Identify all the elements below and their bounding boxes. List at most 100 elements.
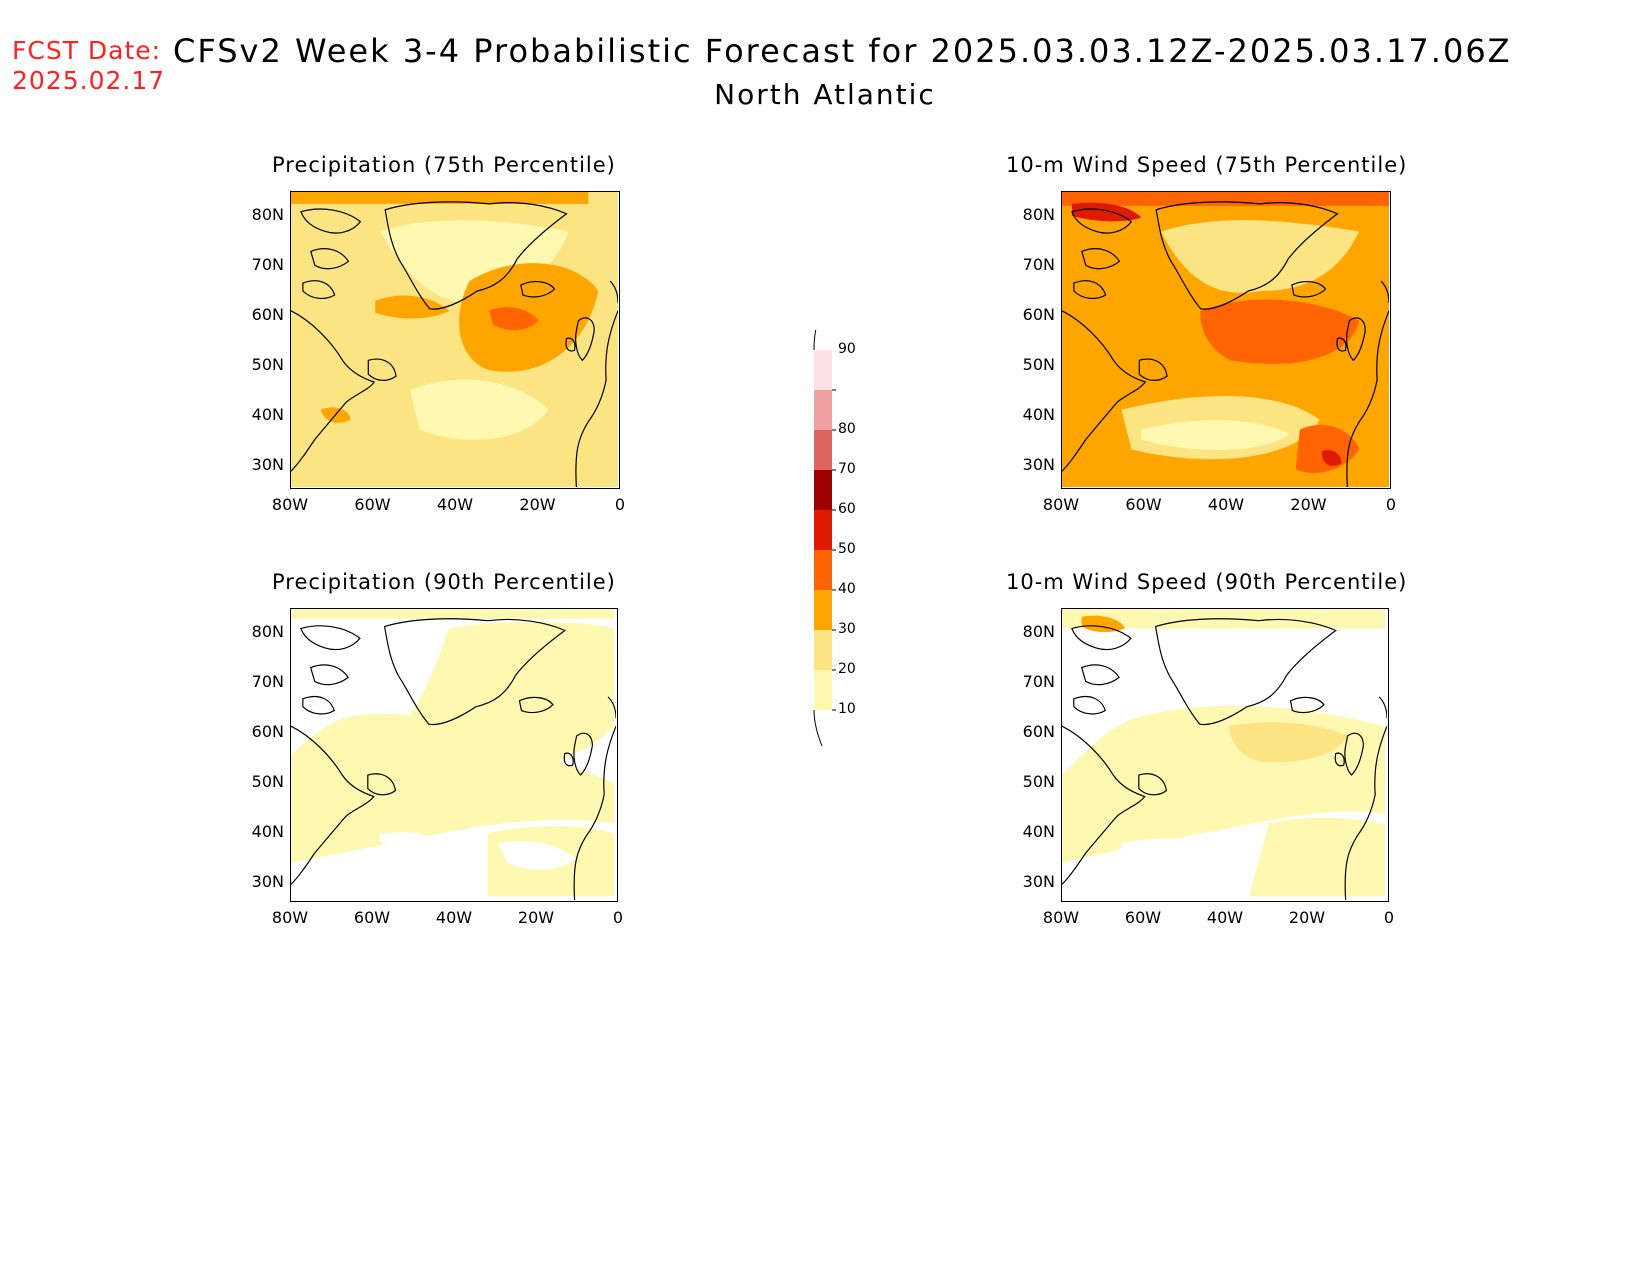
coastline xyxy=(573,725,616,900)
coastline xyxy=(1336,337,1347,352)
lat-tick-label: 50N xyxy=(251,772,284,791)
colorbar-segment xyxy=(814,430,832,470)
lat-tick-label: 70N xyxy=(1022,255,1055,274)
lon-tick-label: 40W xyxy=(435,908,473,927)
colorbar-segment xyxy=(814,590,832,630)
lat-tick-label: 60N xyxy=(1022,722,1055,741)
coastline xyxy=(575,317,595,362)
coastline xyxy=(1071,208,1133,234)
colorbar-level-label: 10 xyxy=(838,701,856,717)
lon-tick-label: 40W xyxy=(1206,908,1244,927)
colorbar-segment xyxy=(814,630,832,670)
map-field-precip-90 xyxy=(291,609,616,900)
lat-tick-label: 50N xyxy=(1022,355,1055,374)
coastline xyxy=(607,696,616,719)
lon-tick-label: 60W xyxy=(1125,495,1162,514)
lat-tick-label: 40N xyxy=(251,405,284,424)
map-precip-75 xyxy=(290,191,620,489)
lat-tick-label: 70N xyxy=(251,672,284,691)
coastline xyxy=(309,664,349,686)
coastline xyxy=(384,201,568,310)
coastline xyxy=(1344,732,1364,776)
coastline xyxy=(1071,625,1132,651)
lon-tick-label: 20W xyxy=(517,908,555,927)
coastline xyxy=(1380,280,1389,303)
coastline xyxy=(310,248,350,270)
lat-tick-label: 80N xyxy=(251,622,284,641)
lat-tick-label: 80N xyxy=(251,205,284,224)
coastline xyxy=(1080,664,1120,686)
lon-tick-label: 60W xyxy=(353,908,391,927)
colorbar-level-label: 40 xyxy=(838,581,856,597)
colorbar-level-label: 20 xyxy=(838,661,856,677)
lon-tick-label: 20W xyxy=(519,495,556,514)
lon-tick-label: 20W xyxy=(1288,908,1326,927)
colorbar-segment xyxy=(814,470,832,510)
lon-tick-label: 80W xyxy=(271,908,309,927)
map-wind-75 xyxy=(1061,191,1391,489)
colorbar-segment xyxy=(814,350,832,390)
lat-tick-label: 30N xyxy=(1022,455,1055,474)
coastline xyxy=(518,696,554,714)
lon-tick-label: 0 xyxy=(1385,495,1397,514)
coastline xyxy=(300,208,362,234)
colorbar-segment xyxy=(814,550,832,590)
lat-tick-label: 40N xyxy=(1022,405,1055,424)
lon-tick-label: 80W xyxy=(1042,908,1080,927)
coastline xyxy=(565,337,576,352)
lon-tick-label: 80W xyxy=(271,495,309,514)
lon-tick-label: 60W xyxy=(354,495,391,514)
coastline xyxy=(367,773,397,796)
panel-title-precip-75: Precipitation (75th Percentile) xyxy=(272,153,616,177)
coastline xyxy=(1346,310,1389,487)
colorbar-level-label: 60 xyxy=(838,501,856,517)
lat-tick-label: 30N xyxy=(251,872,284,891)
coastline xyxy=(1346,317,1366,362)
coastline xyxy=(1073,280,1107,299)
map-field-wind-75 xyxy=(1062,192,1389,487)
coastline xyxy=(383,618,566,726)
coastline xyxy=(1289,696,1325,714)
map-field-precip-75 xyxy=(291,192,618,487)
lat-tick-label: 40N xyxy=(251,822,284,841)
coastline xyxy=(367,358,397,381)
lat-tick-label: 70N xyxy=(1022,672,1055,691)
colorbar xyxy=(813,330,836,747)
coastline xyxy=(1155,201,1339,310)
colorbar-level-label: 70 xyxy=(838,461,856,477)
lon-tick-label: 20W xyxy=(1290,495,1327,514)
coastline xyxy=(1138,773,1168,796)
coastline xyxy=(1081,248,1121,270)
lon-tick-label: 0 xyxy=(1383,908,1395,927)
lat-tick-label: 30N xyxy=(251,455,284,474)
page-title: CFSv2 Week 3-4 Probabilistic Forecast fo… xyxy=(173,32,1512,70)
lat-tick-label: 60N xyxy=(251,722,284,741)
lon-tick-label: 0 xyxy=(614,495,626,514)
lon-tick-label: 60W xyxy=(1124,908,1162,927)
lat-tick-label: 30N xyxy=(1022,872,1055,891)
colorbar-level-label: 80 xyxy=(838,421,856,437)
lon-tick-label: 80W xyxy=(1042,495,1080,514)
coastline xyxy=(520,281,556,298)
coastline xyxy=(1334,752,1345,767)
map-field-wind-90 xyxy=(1062,609,1387,900)
coastline xyxy=(575,310,618,487)
lat-tick-label: 60N xyxy=(1022,305,1055,324)
coastline xyxy=(1138,358,1168,381)
coastline xyxy=(1344,725,1387,900)
coastline xyxy=(1062,310,1147,472)
coastline xyxy=(573,732,593,776)
colorbar-segment xyxy=(814,670,832,710)
lat-tick-label: 40N xyxy=(1022,822,1055,841)
lon-tick-label: 40W xyxy=(1207,495,1245,514)
forecast-date-value: 2025.02.17 xyxy=(12,66,166,95)
region-subtitle: North Atlantic xyxy=(0,78,1650,111)
coastline xyxy=(1062,725,1146,885)
lon-tick-label: 40W xyxy=(436,495,474,514)
lat-tick-label: 80N xyxy=(1022,622,1055,641)
map-wind-90 xyxy=(1061,608,1389,902)
coastline xyxy=(609,280,618,303)
coastline xyxy=(1154,618,1337,726)
coastline xyxy=(291,725,375,885)
lon-tick-label: 0 xyxy=(612,908,624,927)
